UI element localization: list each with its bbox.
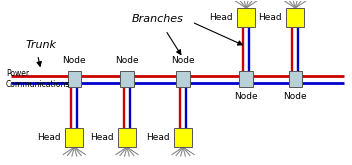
Bar [65, 128, 83, 147]
Bar [118, 128, 136, 147]
Bar [174, 128, 192, 147]
Text: Head: Head [37, 133, 61, 142]
Text: Trunk: Trunk [25, 40, 56, 50]
Bar [237, 8, 255, 27]
Text: Branches: Branches [132, 14, 184, 24]
Text: Node: Node [234, 92, 258, 101]
Text: Node: Node [283, 92, 307, 101]
Text: Node: Node [115, 55, 139, 65]
Bar [68, 71, 81, 87]
Text: Node: Node [63, 55, 86, 65]
Text: Power: Power [6, 69, 29, 78]
Text: Head: Head [258, 13, 282, 22]
Text: Communications: Communications [6, 80, 70, 89]
Text: Node: Node [171, 55, 195, 65]
Bar [120, 71, 133, 87]
Text: Head: Head [146, 133, 170, 142]
Bar [176, 71, 190, 87]
Bar [286, 8, 304, 27]
Bar [289, 71, 302, 87]
Text: Head: Head [90, 133, 114, 142]
Bar [239, 71, 253, 87]
Text: Head: Head [209, 13, 233, 22]
